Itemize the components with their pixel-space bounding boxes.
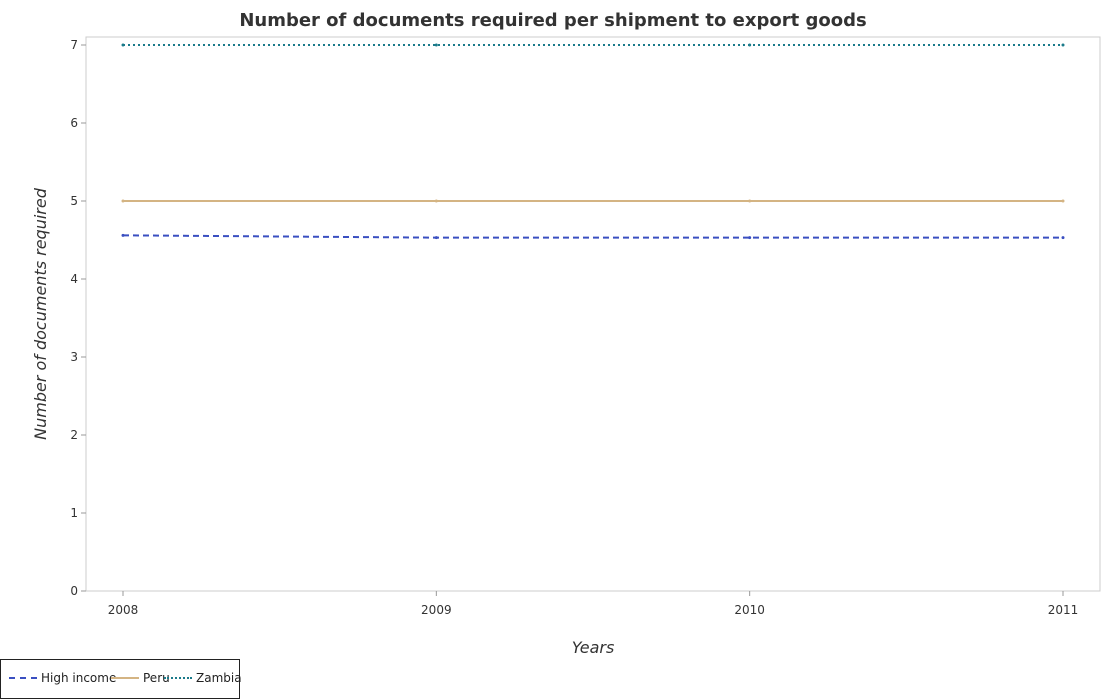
data-point-high-income bbox=[1061, 236, 1065, 240]
legend-item-high-income: High income bbox=[9, 671, 116, 685]
y-tick-label: 6 bbox=[70, 116, 78, 130]
series-lines bbox=[121, 43, 1065, 240]
y-tick-label: 3 bbox=[70, 350, 78, 364]
x-axis-label: Years bbox=[572, 638, 615, 657]
data-point-high-income bbox=[434, 236, 438, 240]
y-tick-label: 4 bbox=[70, 272, 78, 286]
legend-swatch-high-income bbox=[9, 677, 37, 679]
data-point-zambia bbox=[434, 43, 438, 47]
legend-swatch-zambia bbox=[164, 677, 192, 679]
legend-label-peru: Peru bbox=[143, 671, 170, 685]
x-tick-label: 2008 bbox=[108, 603, 139, 617]
chart-title: Number of documents required per shipmen… bbox=[239, 10, 866, 31]
x-tick-label: 2011 bbox=[1048, 603, 1079, 617]
x-tick-label: 2010 bbox=[734, 603, 765, 617]
y-tick-label: 5 bbox=[70, 194, 78, 208]
legend-swatch-peru bbox=[111, 677, 139, 679]
data-point-peru bbox=[434, 199, 438, 203]
x-tick-label: 2009 bbox=[421, 603, 452, 617]
legend-label-high-income: High income bbox=[41, 671, 117, 685]
y-tick-label: 2 bbox=[70, 428, 78, 442]
x-axis-ticks: 2008 2009 2010 2011 bbox=[108, 591, 1079, 617]
data-point-peru bbox=[748, 199, 752, 203]
data-point-high-income bbox=[121, 233, 125, 237]
y-tick-label: 1 bbox=[70, 506, 78, 520]
plot-area bbox=[85, 36, 1101, 592]
series-line-high-income bbox=[122, 234, 1063, 239]
data-point-high-income bbox=[748, 236, 752, 240]
data-point-zambia bbox=[748, 43, 752, 47]
y-tick-label: 7 bbox=[70, 38, 78, 52]
data-point-zambia bbox=[121, 43, 125, 47]
y-axis-ticks: 0 1 2 3 4 5 6 7 bbox=[70, 38, 86, 598]
legend: High income Peru Zambia bbox=[0, 659, 242, 699]
y-tick-label: 0 bbox=[70, 584, 78, 598]
legend-item-peru: Peru bbox=[111, 671, 170, 685]
y-axis-label: Number of documents required bbox=[31, 187, 50, 440]
data-point-peru bbox=[1061, 199, 1065, 203]
legend-item-zambia: Zambia bbox=[164, 671, 242, 685]
data-point-zambia bbox=[1061, 43, 1065, 47]
legend-label-zambia: Zambia bbox=[196, 671, 242, 685]
data-point-peru bbox=[121, 199, 125, 203]
